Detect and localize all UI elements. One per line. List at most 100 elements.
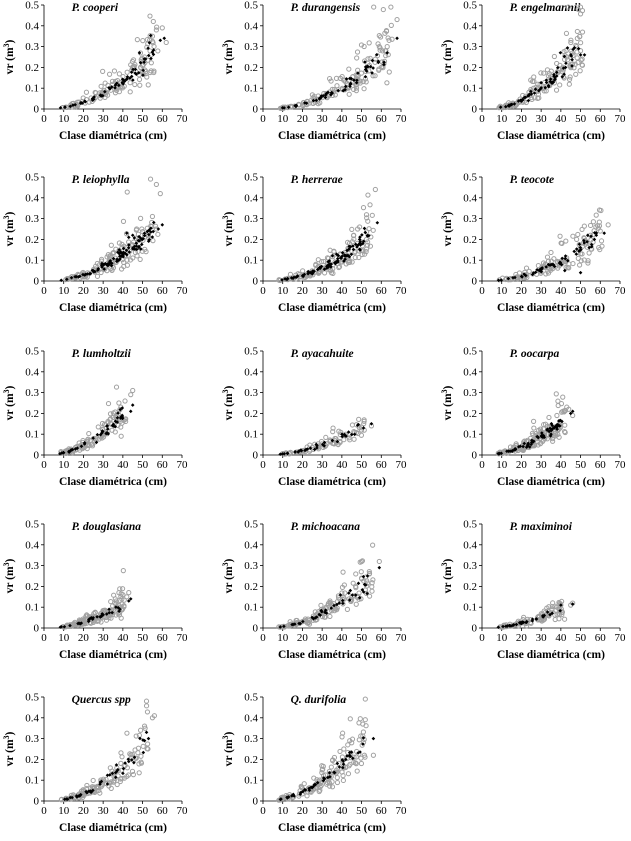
y-tick-label: 0.2 (244, 234, 258, 246)
y-axis-title: vr (m3) (221, 39, 236, 74)
observed-point (107, 411, 114, 417)
x-tick-label: 20 (516, 285, 528, 297)
predicted-point (521, 444, 525, 449)
observed-point (378, 34, 384, 40)
x-tick-label: 30 (317, 632, 329, 644)
observed-point (306, 621, 313, 627)
observed-point (551, 53, 557, 60)
observed-point (126, 590, 132, 596)
observed-point (553, 432, 559, 438)
x-tick-label: 60 (376, 285, 388, 297)
predicted-point (88, 271, 93, 276)
predicted-point (141, 236, 145, 241)
observed-point (87, 437, 93, 443)
predicted-point (342, 259, 346, 263)
panel-title: P. cooperi (72, 2, 119, 14)
observed-point (384, 80, 390, 86)
predicted-point (314, 615, 319, 619)
predicted-point (340, 434, 345, 439)
observed-point (145, 82, 151, 88)
predicted-point (329, 90, 334, 95)
predicted-point (395, 36, 399, 41)
observed-point (372, 186, 378, 193)
x-tick-label: 50 (575, 285, 587, 297)
observed-point (380, 6, 386, 13)
predicted-point (147, 228, 151, 232)
predicted-point (578, 53, 583, 57)
predicted-point (545, 428, 549, 432)
y-tick-label: 0.1 (244, 429, 258, 441)
y-tick-label: 0.5 (25, 172, 39, 184)
predicted-point (335, 439, 340, 444)
predicted-point (110, 610, 114, 615)
predicted-point (499, 451, 504, 456)
observed-point (575, 249, 581, 255)
observed-point (375, 41, 381, 47)
panel: 0 10 20 30 40 50 60 70 0 0.1 0.2 0.3 0.4 0.5 Clase dia… (440, 0, 627, 142)
y-tick-label: 0.3 (463, 560, 477, 572)
x-tick-label: 30 (98, 113, 110, 125)
observed-point (100, 68, 106, 75)
y-tick-label: 0.5 (463, 0, 477, 12)
predicted-point (509, 102, 513, 107)
observed-point (553, 607, 559, 613)
predicted-point (370, 71, 374, 75)
predicted-point (79, 101, 84, 105)
observed-point (531, 74, 537, 80)
observed-point (103, 617, 110, 623)
x-axis-title: Clase diamétrica (cm) (278, 822, 386, 834)
observed-point (557, 82, 563, 88)
y-tick-label: 0.5 (244, 346, 258, 358)
predicted-point (543, 85, 547, 90)
observed-point (116, 71, 122, 77)
predicted-point (325, 264, 329, 269)
panel-title: P. durangensis (291, 2, 361, 14)
predicted-point (532, 91, 537, 95)
observed-point (322, 270, 328, 276)
observed-point (318, 602, 324, 608)
x-tick-label: 70 (177, 805, 189, 817)
predicted-point (303, 787, 307, 792)
predicted-point (108, 773, 112, 777)
predicted-point (68, 104, 73, 109)
predicted-point (65, 277, 69, 282)
x-tick-label: 60 (157, 285, 169, 297)
observed-point (386, 37, 392, 43)
x-tick-label: 60 (157, 113, 169, 125)
predicted-point (132, 244, 137, 249)
x-tick-label: 50 (137, 805, 149, 817)
predicted-point (539, 433, 544, 438)
predicted-point (286, 795, 291, 799)
predicted-point (314, 442, 319, 447)
observed-point (523, 265, 530, 271)
observed-point (137, 82, 143, 88)
observed-point (548, 258, 554, 264)
observed-point (110, 265, 117, 271)
y-tick-label: 0 (34, 104, 40, 116)
x-tick-label: 40 (555, 459, 567, 471)
predicted-point (344, 757, 348, 762)
observed-point (124, 189, 130, 195)
predicted-point (117, 252, 122, 256)
observed-point (331, 249, 337, 255)
predicted-point (93, 269, 97, 274)
predicted-point (98, 780, 103, 784)
observed-point (116, 400, 122, 406)
predicted-point (334, 252, 339, 257)
x-tick-label: 60 (157, 459, 169, 471)
predicted-point (348, 84, 352, 89)
predicted-point (76, 621, 80, 626)
observed-point (116, 612, 123, 618)
predicted-point (95, 432, 100, 437)
predicted-point (132, 755, 137, 760)
predicted-point (525, 619, 529, 624)
y-tick-label: 0.4 (25, 20, 39, 32)
predicted-point (592, 231, 597, 235)
observed-point (360, 729, 366, 735)
x-tick-label: 30 (536, 632, 548, 644)
predicted-point (560, 74, 565, 79)
predicted-point (516, 445, 521, 449)
observed-point (153, 27, 159, 33)
observed-point (562, 616, 568, 622)
predicted-point (139, 242, 144, 247)
